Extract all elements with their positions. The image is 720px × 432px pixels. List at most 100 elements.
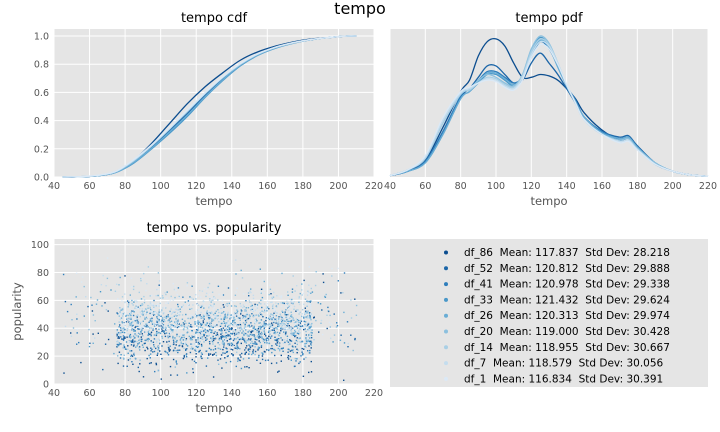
scatter-point (234, 318, 236, 321)
scatter-point (290, 331, 293, 333)
scatter-point (133, 311, 135, 313)
scatter-point (218, 293, 220, 296)
scatter-point (160, 331, 162, 334)
scatter-point (176, 315, 178, 317)
scatter-point (150, 342, 153, 344)
scatter-point (187, 305, 189, 307)
scatter-point (199, 349, 201, 352)
scatter-point (195, 353, 197, 355)
scatter-point (280, 302, 282, 304)
scatter-point (162, 320, 165, 323)
scatter-point (222, 340, 224, 342)
scatter-point (350, 317, 353, 319)
scatter-point (309, 333, 311, 335)
scatter-series-df_7 (64, 259, 349, 353)
scatter-point (258, 326, 260, 328)
scatter-point (216, 315, 218, 317)
scatter-point (161, 335, 163, 338)
scatter-point (219, 348, 222, 350)
scatter-point (347, 346, 349, 348)
scatter-point (186, 284, 188, 287)
scatter-point (309, 316, 311, 318)
scatter-point (222, 352, 224, 354)
scatter-point (308, 284, 310, 286)
scatter-point (122, 324, 125, 326)
scatter-point (269, 337, 272, 339)
scatter-point (122, 315, 124, 317)
scatter-point (175, 308, 177, 310)
cdf-plot-area (54, 29, 374, 177)
scatter-point (265, 338, 267, 340)
scatter-point (66, 310, 69, 313)
scatter-point (303, 320, 305, 323)
scatter-point (167, 302, 170, 304)
scatter-point (263, 330, 265, 332)
scatter-point (141, 308, 144, 310)
scatter-point (127, 318, 129, 321)
scatter-point (213, 338, 215, 340)
scatter-point (343, 342, 346, 344)
scatter-xtick-label: 40 (48, 388, 60, 399)
scatter-point (255, 343, 257, 345)
scatter-point (185, 349, 187, 351)
scatter-point (277, 371, 279, 373)
scatter-point (293, 321, 296, 324)
scatter-point (140, 340, 143, 342)
scatter-point (254, 328, 256, 330)
scatter-point (176, 374, 179, 376)
scatter-point (201, 353, 203, 355)
scatter-point (119, 307, 121, 310)
scatter-point (235, 346, 237, 348)
scatter-point (222, 294, 225, 296)
legend-series-name: df_52 (464, 263, 493, 275)
scatter-point (118, 337, 120, 339)
scatter-point (237, 330, 239, 333)
scatter-point (191, 338, 193, 341)
scatter-point (271, 351, 273, 354)
scatter-point (182, 329, 185, 331)
scatter-point (239, 359, 241, 362)
scatter-point (289, 350, 292, 352)
scatter-point (270, 324, 272, 326)
scatter-point (131, 329, 134, 331)
scatter-point (277, 322, 279, 324)
scatter-point (301, 294, 303, 296)
pdf-panel: tempo pdf 40 60 80 100 120 140 160 180 200 220tem… (384, 11, 717, 208)
scatter-point (118, 344, 120, 346)
scatter-point (198, 326, 200, 328)
scatter-point (238, 359, 241, 361)
scatter-point (233, 343, 236, 345)
scatter-point (244, 340, 246, 342)
scatter-point (276, 318, 279, 320)
scatter-point (144, 349, 146, 352)
scatter-point (183, 354, 185, 357)
scatter-point (185, 339, 187, 342)
scatter-point (176, 326, 179, 329)
scatter-point (139, 307, 141, 310)
scatter-point (350, 299, 352, 301)
scatter-point (301, 289, 303, 291)
scatter-point (306, 311, 308, 313)
scatter-point (303, 325, 305, 327)
scatter-point (325, 293, 327, 296)
scatter-point (282, 318, 285, 320)
scatter-points (62, 257, 358, 381)
scatter-point (174, 338, 177, 340)
scatter-point (252, 329, 255, 332)
scatter-point (207, 331, 209, 333)
scatter-point (249, 333, 252, 336)
scatter-point (170, 327, 172, 329)
scatter-point (151, 348, 153, 351)
scatter-point (221, 342, 223, 344)
scatter-point (221, 331, 223, 334)
scatter-point (128, 321, 131, 324)
scatter-point (293, 301, 295, 303)
scatter-point (248, 314, 251, 316)
scatter-point (245, 347, 247, 349)
scatter-point (100, 284, 103, 286)
scatter-point (141, 344, 144, 346)
scatter-point (245, 309, 247, 311)
pdf-xtick-label: 120 (522, 181, 540, 192)
legend-std-label: Std Dev: (585, 247, 630, 259)
scatter-point (172, 350, 175, 352)
